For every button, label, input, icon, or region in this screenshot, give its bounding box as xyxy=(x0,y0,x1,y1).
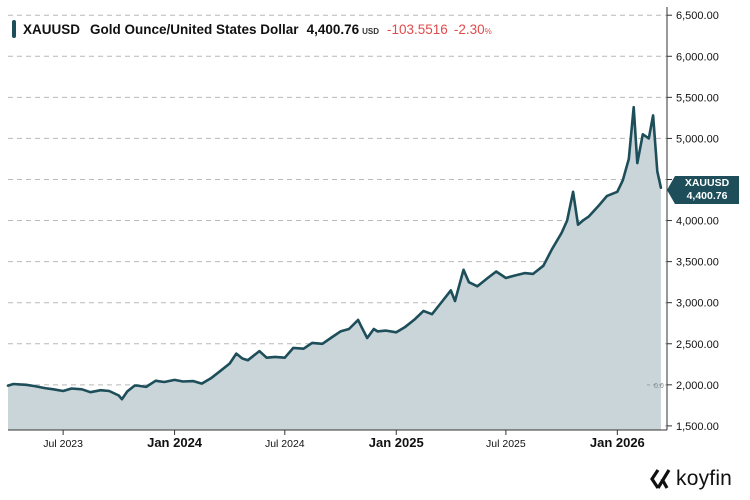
y-tick-label: 6,000.00 xyxy=(676,51,719,63)
percent-change: -2.30 xyxy=(453,21,485,37)
instrument-name: Gold Ounce/United States Dollar xyxy=(90,21,299,37)
last-price: 4,400.76 xyxy=(306,21,360,37)
brand-name: koyfin xyxy=(676,467,733,490)
x-tick-label: Jul 2024 xyxy=(265,438,305,450)
price-area-fill xyxy=(8,107,661,430)
chart-header: XAUUSD Gold Ounce/United States Dollar 4… xyxy=(12,19,492,39)
x-axis: Jul 2023 Jan 2024 Jul 2024 Jan 2025 Jul 2025… xyxy=(43,430,645,450)
price-change: -103.5516 xyxy=(387,21,448,37)
x-tick-label: Jan 2026 xyxy=(590,435,645,450)
x-tick-label: Jul 2025 xyxy=(486,438,526,450)
percent-sign: % xyxy=(484,26,492,36)
y-tick-label: 3,000.00 xyxy=(676,298,719,310)
x-tick-label: Jul 2023 xyxy=(43,438,83,450)
series-color-marker xyxy=(12,20,16,38)
y-tick-label: 4,000.00 xyxy=(676,216,719,228)
tag-symbol: XAUUSD xyxy=(684,177,730,189)
y-tick-label: 1,500.00 xyxy=(676,421,719,433)
y-axis: 1,500.00 2,000.00 2,500.00 3,000.00 3,500.00… xyxy=(667,10,719,433)
x-tick-label: Jan 2025 xyxy=(369,435,424,450)
plot-frame xyxy=(8,7,668,431)
y-tick-label: 2,500.00 xyxy=(676,339,719,351)
y-tick-label: 2,000.00 xyxy=(676,380,719,392)
y-tick-label: 5,000.00 xyxy=(676,133,719,145)
tag-value: 4,400.76 xyxy=(686,190,728,202)
baseline-label: 0.0 xyxy=(654,383,664,390)
price-line xyxy=(6,105,663,401)
y-tick-label: 6,500.00 xyxy=(676,10,719,22)
koyfin-logo-icon xyxy=(650,469,671,489)
symbol-label: XAUUSD xyxy=(23,21,81,37)
x-tick-label: Jan 2024 xyxy=(147,435,203,450)
brand-logo: koyfin xyxy=(650,466,732,492)
last-price-tag: XAUUSD 4,400.76 xyxy=(667,176,739,204)
y-tick-label: 3,500.00 xyxy=(676,257,719,269)
currency-label: USD xyxy=(362,26,380,36)
y-tick-label: 5,500.00 xyxy=(676,92,719,104)
baseline-marker: 0.0 xyxy=(647,383,665,390)
